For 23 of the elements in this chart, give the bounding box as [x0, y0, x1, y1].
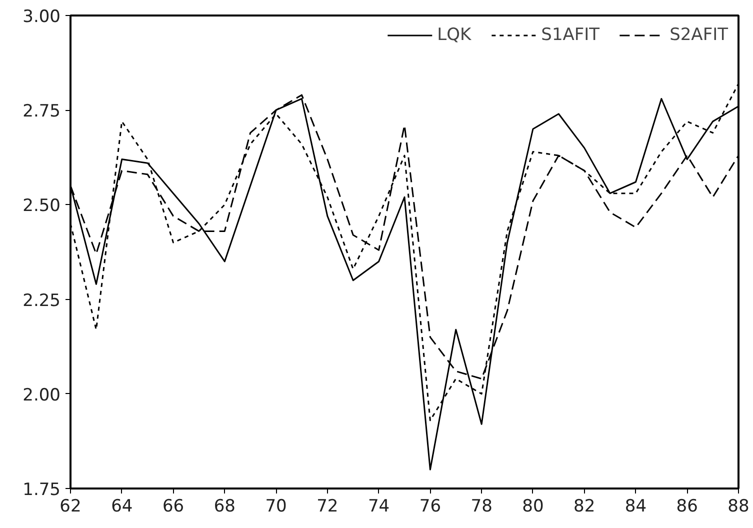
x-tick-label: 64	[111, 496, 133, 516]
y-tick-label: 2.25	[22, 290, 61, 311]
x-tick-label: 82	[574, 496, 596, 516]
x-tick-label: 78	[470, 496, 492, 516]
x-tick-label: 88	[728, 496, 750, 516]
x-tick-label: 62	[60, 496, 82, 516]
x-tick-label: 86	[676, 496, 698, 516]
x-tick-label: 70	[265, 496, 287, 516]
y-tick-label: 3.00	[22, 7, 61, 27]
legend-label: LQK	[437, 25, 472, 45]
x-tick-label: 72	[316, 496, 338, 516]
x-tick-label: 66	[162, 496, 184, 516]
x-tick-label: 80	[522, 496, 544, 516]
x-tick-label: 74	[368, 496, 390, 516]
legend-label: S1AFIT	[541, 25, 600, 45]
x-tick-label: 84	[624, 496, 647, 516]
y-tick-label: 2.00	[22, 385, 61, 406]
y-tick-label: 1.75	[22, 480, 61, 500]
y-tick-label: 2.50	[22, 196, 61, 216]
x-tick-label: 76	[419, 496, 442, 516]
y-tick-label: 2.75	[22, 102, 61, 122]
x-tick-label: 68	[214, 496, 236, 516]
legend-label: S2AFIT	[670, 25, 728, 45]
